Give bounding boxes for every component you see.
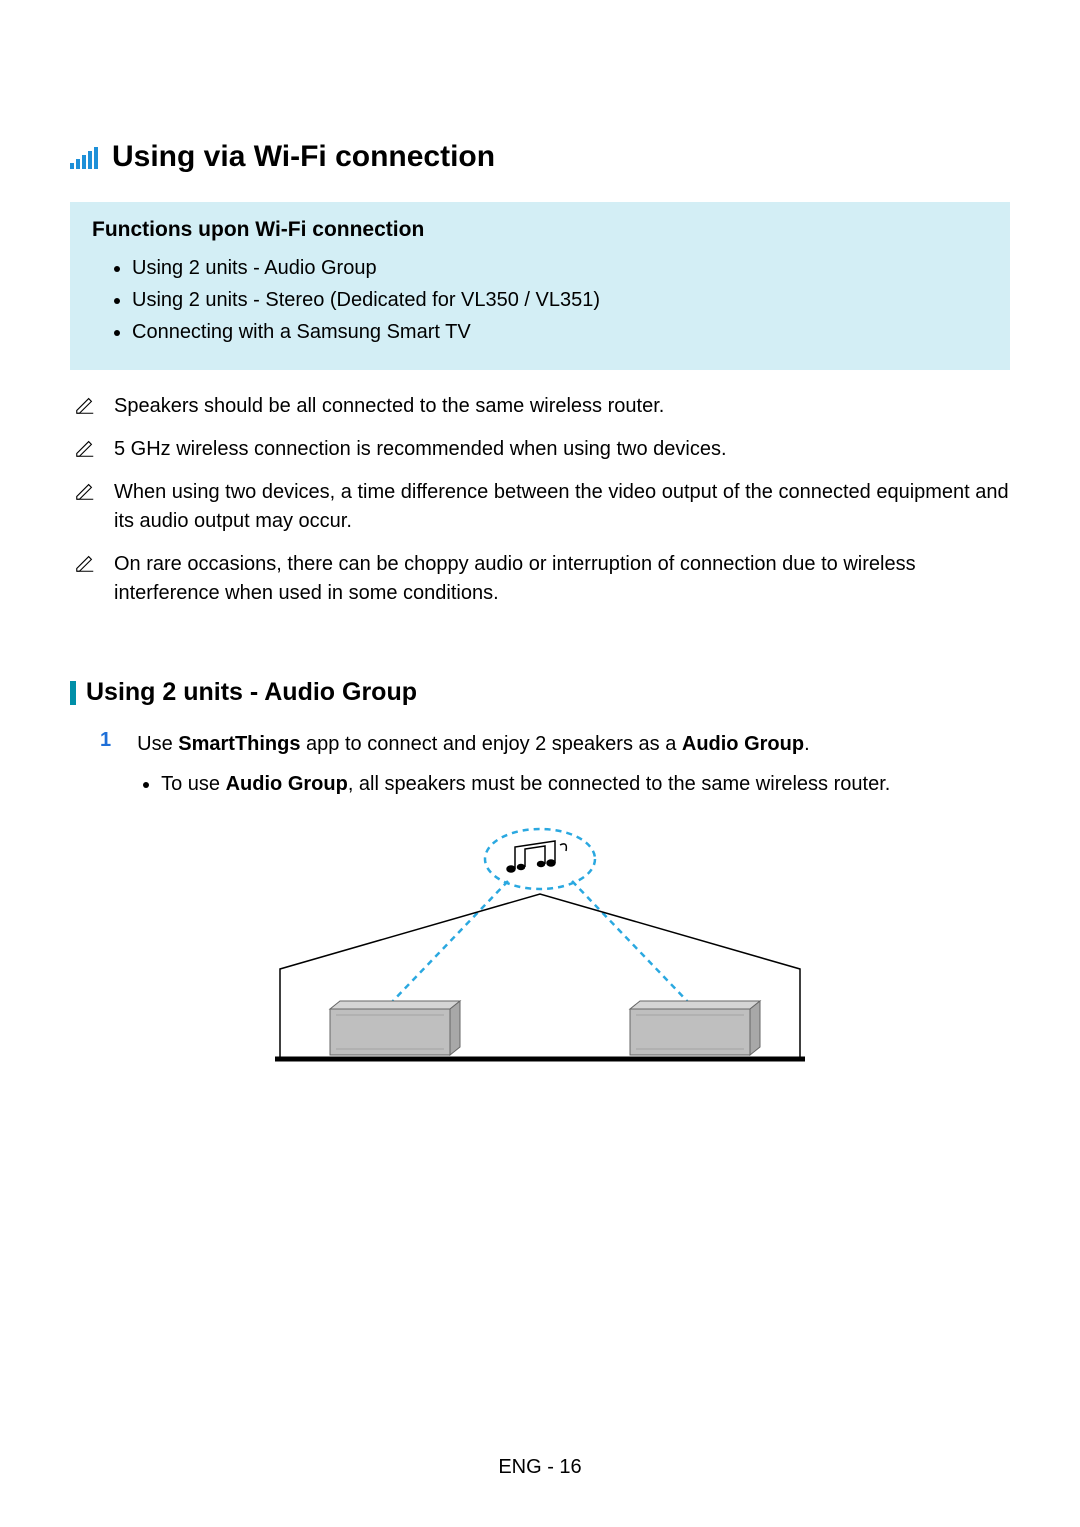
- bullet-bold: Audio Group: [226, 773, 348, 795]
- audio-group-diagram: [70, 819, 1010, 1079]
- step-segment: app to connect and enjoy 2 speakers as a: [301, 733, 682, 755]
- note-row: 5 GHz wireless connection is recommended…: [70, 435, 1010, 464]
- pencil-icon: [74, 394, 96, 416]
- pencil-icon: [74, 437, 96, 459]
- list-item: Connecting with a Samsung Smart TV: [132, 316, 988, 348]
- note-text: On rare occasions, there can be choppy a…: [114, 550, 1010, 608]
- step-segment: .: [804, 733, 810, 755]
- note-row: On rare occasions, there can be choppy a…: [70, 550, 1010, 608]
- main-heading: Using via Wi-Fi connection: [112, 140, 495, 174]
- info-box-list: Using 2 units - Audio Group Using 2 unit…: [92, 252, 988, 348]
- step-text: Use SmartThings app to connect and enjoy…: [137, 729, 890, 799]
- note-row: When using two devices, a time differenc…: [70, 478, 1010, 536]
- list-item: Using 2 units - Audio Group: [132, 252, 988, 284]
- pencil-icon: [74, 480, 96, 502]
- list-item: Using 2 units - Stereo (Dedicated for VL…: [132, 284, 988, 316]
- subsection-audio-group: Using 2 units - Audio Group 1 Use SmartT…: [70, 678, 1010, 1079]
- step-number: 1: [100, 729, 111, 799]
- bullet-segment: , all speakers must be connected to the …: [348, 773, 891, 795]
- pencil-icon: [74, 552, 96, 574]
- sub-heading: Using 2 units - Audio Group: [86, 678, 417, 707]
- info-box-title: Functions upon Wi-Fi connection: [92, 218, 988, 242]
- note-row: Speakers should be all connected to the …: [70, 392, 1010, 421]
- step-bold: Audio Group: [682, 733, 804, 755]
- note-text: 5 GHz wireless connection is recommended…: [114, 435, 727, 464]
- teal-accent-bar: [70, 681, 76, 705]
- main-heading-row: Using via Wi-Fi connection: [70, 140, 1010, 174]
- step-bold: SmartThings: [178, 733, 300, 755]
- note-text: Speakers should be all connected to the …: [114, 392, 664, 421]
- functions-info-box: Functions upon Wi-Fi connection Using 2 …: [70, 202, 1010, 370]
- note-text: When using two devices, a time differenc…: [114, 478, 1010, 536]
- step-bullet: To use Audio Group, all speakers must be…: [161, 769, 890, 799]
- step-row: 1 Use SmartThings app to connect and enj…: [70, 729, 1010, 799]
- step-segment: Use: [137, 733, 178, 755]
- sub-heading-row: Using 2 units - Audio Group: [70, 678, 1010, 707]
- wifi-signal-icon: [70, 145, 98, 169]
- bullet-segment: To use: [161, 773, 225, 795]
- page-footer: ENG - 16: [0, 1456, 1080, 1479]
